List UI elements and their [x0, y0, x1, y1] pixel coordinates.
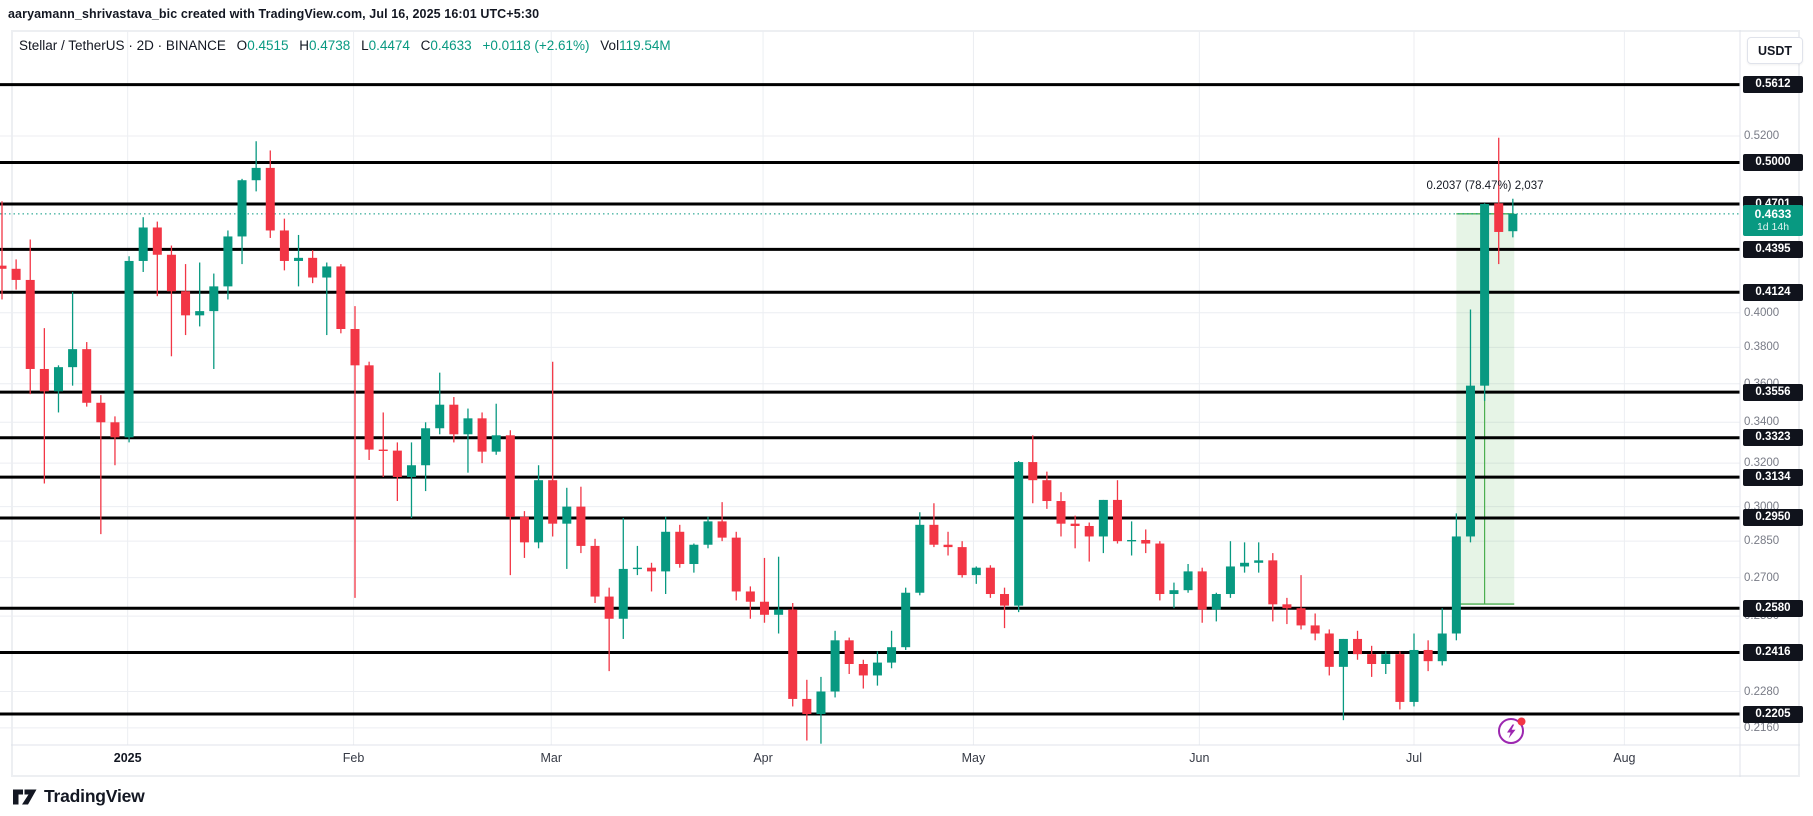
candlestick-series [0, 137, 1518, 744]
vertical-gridlines [127, 31, 1625, 745]
volume-label: Vol119.54M [600, 38, 671, 53]
chart-frame [11, 30, 1800, 777]
notification-dot [1517, 717, 1526, 726]
ohlc-close: C0.4633 [420, 38, 472, 53]
lightning-reaction-icon[interactable] [1496, 715, 1530, 749]
change-label: +0.0118 (+2.61%) [482, 38, 590, 53]
ohlc-low: L0.4474 [361, 38, 410, 53]
measure-tool-label: 0.2037 (78.47%) 2,037 [1426, 180, 1544, 192]
ohlc-open: O0.4515 [236, 38, 289, 53]
lightning-bolt-glyph [1507, 724, 1516, 739]
currency-toggle-button[interactable]: USDT [1747, 37, 1803, 64]
tradingview-logo-glyph [13, 789, 37, 804]
support-resistance-rays[interactable] [0, 83, 1740, 716]
symbol-legend[interactable]: Stellar / TetherUS · 2D · BINANCE O0.451… [19, 38, 678, 53]
tradingview-logo-text: TradingView [44, 786, 145, 806]
attribution-text: aaryamann_shrivastava_bic created with T… [8, 7, 540, 21]
ohlc-high: H0.4738 [299, 38, 351, 53]
symbol-title: Stellar / TetherUS · 2D · BINANCE [19, 38, 226, 53]
tradingview-logo[interactable]: TradingView [13, 786, 145, 807]
exchange-label: BINANCE [165, 38, 226, 53]
plot-area [0, 31, 1740, 745]
interval-label: 2D [136, 38, 154, 53]
